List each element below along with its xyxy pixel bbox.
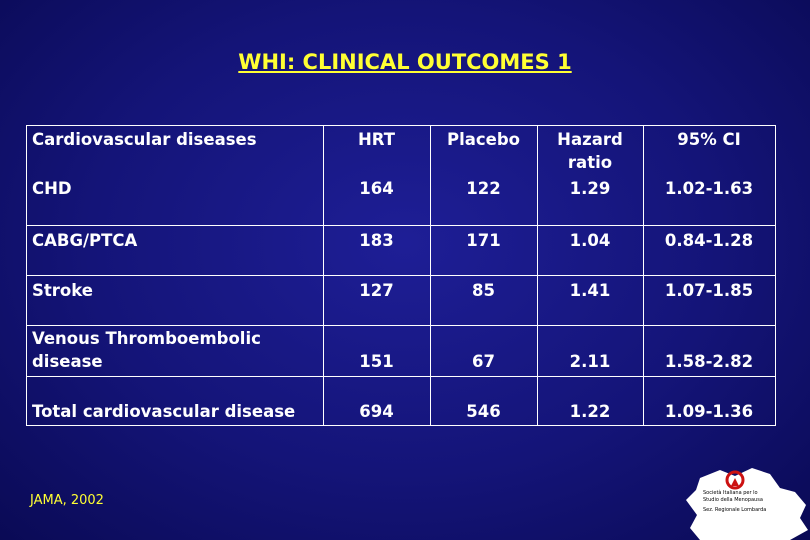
- table-cell: 1.04: [569, 231, 611, 250]
- logo: [686, 468, 808, 540]
- table-cell: 0.84-1.28: [664, 231, 754, 250]
- logo-icon: [731, 478, 739, 486]
- logo-line: Sez. Regionale Lombarda: [703, 507, 767, 513]
- table-cell: 1.29: [569, 179, 611, 198]
- table-cell: 122: [466, 179, 501, 198]
- logo-map: [686, 468, 808, 540]
- table-cell: 164: [359, 179, 394, 198]
- table-cell: 2.11: [569, 352, 611, 371]
- table-cell: 1.02-1.63: [664, 179, 754, 198]
- header-cell: Hazard ratio: [557, 130, 623, 172]
- header-cell: Cardiovascular diseases: [32, 130, 257, 149]
- logo-text: Società Italiana per lo Studio della Meno…: [703, 490, 766, 514]
- table-cell: 1.22: [569, 402, 611, 421]
- table-cell: 151: [359, 352, 394, 371]
- table-cell: 1.58-2.82: [664, 352, 754, 371]
- row-label: CABG/PTCA: [32, 231, 138, 250]
- header-cell: HRT: [357, 130, 396, 149]
- slide-title: WHI: CLINICAL OUTCOMES 1: [238, 50, 572, 74]
- table-cell: 183: [359, 231, 394, 250]
- row-label: Total cardiovascular disease: [32, 402, 296, 421]
- table-cell: 1.07-1.85: [664, 281, 754, 300]
- row-label: Venous Thromboembolic disease: [32, 329, 261, 371]
- row-label: Stroke: [32, 281, 93, 300]
- table-cell: 694: [359, 402, 394, 421]
- source: JAMA, 2002: [30, 493, 104, 508]
- table-cell: 1.41: [569, 281, 611, 300]
- table-cell: 127: [359, 281, 394, 300]
- header-cell: Placebo: [446, 130, 520, 149]
- table-cell: 85: [472, 281, 495, 300]
- logo-line: Società Italiana per lo: [703, 490, 758, 496]
- table-cell: 1.09-1.36: [664, 402, 754, 421]
- header-cell: 95% CI: [677, 130, 741, 149]
- logo-icon: [725, 470, 745, 490]
- table-cell: 67: [472, 352, 495, 371]
- table-cell: 546: [466, 402, 501, 421]
- row-label: CHD: [32, 179, 72, 198]
- logo-line: Studio della Menopausa: [703, 497, 763, 503]
- table-cell: 171: [466, 231, 501, 250]
